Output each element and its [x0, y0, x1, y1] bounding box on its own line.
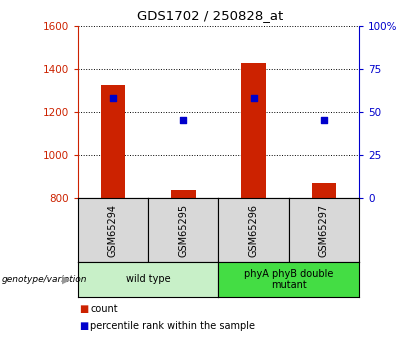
Text: GSM65297: GSM65297 [319, 204, 329, 257]
Text: percentile rank within the sample: percentile rank within the sample [90, 321, 255, 331]
Text: ■: ■ [79, 321, 88, 331]
Point [180, 117, 186, 122]
Text: ■: ■ [79, 304, 88, 314]
Bar [171, 190, 196, 198]
Point [250, 95, 257, 101]
Text: wild type: wild type [126, 275, 171, 284]
Text: ▶: ▶ [62, 275, 70, 284]
Bar [100, 85, 125, 198]
Bar [312, 183, 336, 198]
Bar [241, 62, 266, 198]
Text: phyA phyB double
mutant: phyA phyB double mutant [244, 269, 333, 290]
Point [320, 117, 327, 122]
Text: GDS1702 / 250828_at: GDS1702 / 250828_at [137, 9, 283, 22]
Text: GSM65294: GSM65294 [108, 204, 118, 257]
Text: GSM65296: GSM65296 [249, 204, 259, 257]
Point [110, 95, 116, 101]
Text: genotype/variation: genotype/variation [2, 275, 88, 284]
Text: count: count [90, 304, 118, 314]
Text: GSM65295: GSM65295 [178, 204, 188, 257]
